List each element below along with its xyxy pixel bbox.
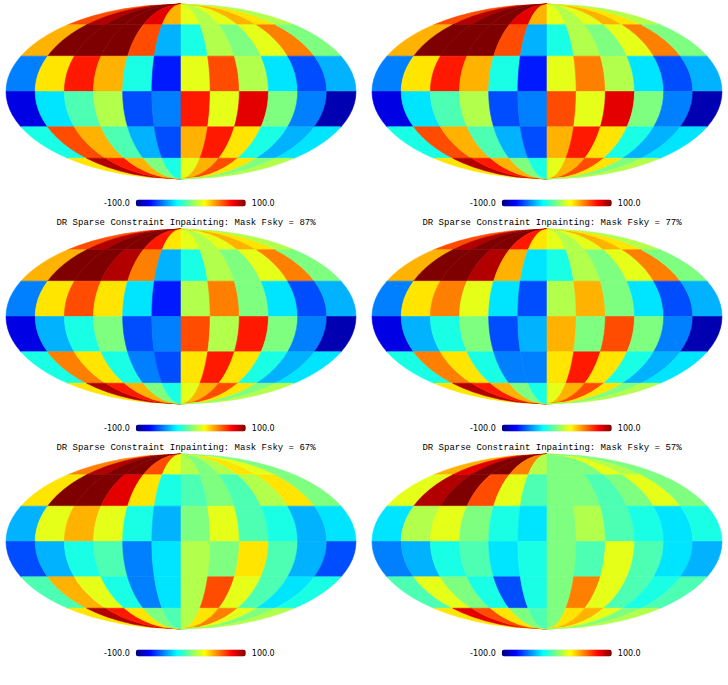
svg-text:-100.0: -100.0	[104, 199, 130, 208]
svg-text:100.0: 100.0	[618, 199, 641, 208]
svg-text:DR Sparse Constraint Inpaintin: DR Sparse Constraint Inpainting: Mask Fs…	[56, 443, 316, 453]
svg-text:-100.0: -100.0	[470, 199, 496, 208]
svg-text:-100.0: -100.0	[470, 424, 496, 433]
svg-text:100.0: 100.0	[618, 649, 641, 658]
svg-text:100.0: 100.0	[252, 199, 275, 208]
svg-text:-100.0: -100.0	[104, 424, 130, 433]
svg-text:100.0: 100.0	[252, 649, 275, 658]
svg-text:DR Sparse Constraint Inpaintin: DR Sparse Constraint Inpainting: Mask Fs…	[422, 443, 682, 453]
svg-text:DR Sparse Constraint Inpaintin: DR Sparse Constraint Inpainting: Mask Fs…	[56, 218, 316, 228]
svg-text:-100.0: -100.0	[104, 649, 130, 658]
svg-text:100.0: 100.0	[252, 424, 275, 433]
svg-text:100.0: 100.0	[618, 424, 641, 433]
svg-text:DR Sparse Constraint Inpaintin: DR Sparse Constraint Inpainting: Mask Fs…	[422, 218, 682, 228]
svg-text:-100.0: -100.0	[470, 649, 496, 658]
